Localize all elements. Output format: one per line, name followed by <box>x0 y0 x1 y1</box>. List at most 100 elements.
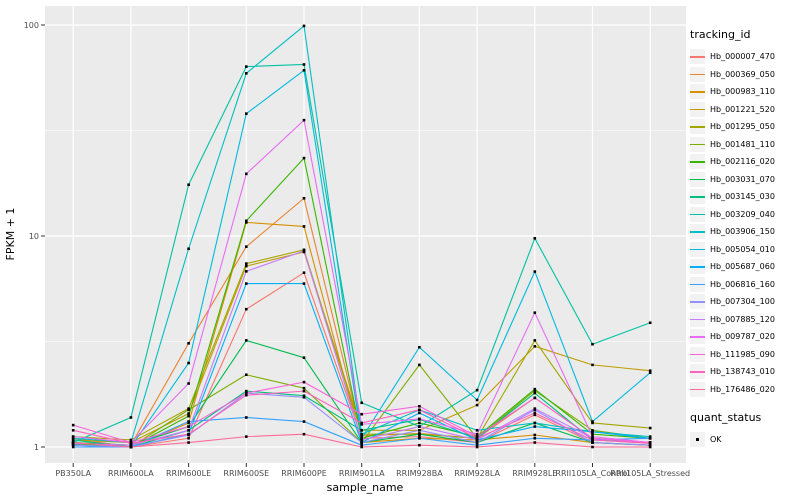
line-swatch-icon <box>690 143 705 146</box>
data-point <box>533 436 537 440</box>
legend-key <box>690 206 705 222</box>
legend-quant-status: quant_status OK <box>690 411 800 449</box>
data-point <box>418 435 421 438</box>
data-point <box>129 442 133 445</box>
legend-item-Hb_003906_150: Hb_003906_150 <box>690 223 800 241</box>
data-point <box>302 380 306 384</box>
data-point <box>360 401 363 405</box>
data-point <box>245 65 248 68</box>
legend-item-label: Hb_001221_520 <box>710 104 775 114</box>
data-point <box>591 432 594 436</box>
line-swatch-icon <box>690 196 705 198</box>
data-point <box>302 118 306 122</box>
data-point <box>418 428 421 432</box>
legend-key <box>690 259 705 275</box>
data-point <box>418 432 421 436</box>
line-swatch-icon <box>690 73 705 76</box>
legend-item-label: Hb_138743_010 <box>710 367 775 377</box>
legend-item-Hb_003031_070: Hb_003031_070 <box>690 171 800 189</box>
data-point <box>245 391 248 395</box>
data-point <box>475 438 479 442</box>
data-point <box>418 417 421 421</box>
legend-key <box>690 311 705 327</box>
data-point <box>302 196 306 200</box>
data-point <box>187 420 190 423</box>
data-point <box>71 428 75 432</box>
data-point <box>245 373 248 377</box>
x-tick-label: PB350LA <box>55 469 91 478</box>
x-tick-label: RRIM928BA <box>396 469 443 478</box>
data-point <box>648 369 652 372</box>
line-swatch-icon <box>690 231 705 233</box>
line-swatch-icon <box>690 213 705 216</box>
data-point <box>591 428 594 432</box>
x-tick-label: RRIM901LA <box>339 469 385 478</box>
legend-item-Hb_005054_010: Hb_005054_010 <box>690 241 800 259</box>
data-point <box>591 435 594 438</box>
data-point <box>418 425 421 428</box>
data-point <box>475 435 479 438</box>
data-point <box>187 412 190 415</box>
data-point <box>360 441 363 444</box>
data-point <box>360 421 363 425</box>
legend-item-Hb_000007_470: Hb_000007_470 <box>690 48 800 66</box>
data-point <box>475 403 479 407</box>
legend-item-Hb_005687_060: Hb_005687_060 <box>690 258 800 276</box>
legend-key <box>690 276 705 292</box>
legend-item-Hb_009787_020: Hb_009787_020 <box>690 328 800 346</box>
data-point <box>360 443 363 447</box>
data-point <box>533 387 537 391</box>
legend-item-Hb_111985_090: Hb_111985_090 <box>690 346 800 364</box>
data-point <box>648 321 652 325</box>
data-point <box>245 262 248 265</box>
line-swatch-icon <box>690 353 705 356</box>
data-point <box>302 249 306 253</box>
data-point <box>302 432 306 436</box>
data-point <box>648 426 652 430</box>
data-point <box>418 408 421 412</box>
line-swatch-icon <box>690 178 705 181</box>
data-point <box>129 416 133 419</box>
x-tick-label: RRIM928LE <box>512 469 557 478</box>
data-point <box>302 68 306 72</box>
data-point <box>245 172 248 176</box>
legend-item-label: Hb_005054_010 <box>710 244 775 254</box>
data-point <box>245 112 248 115</box>
data-point <box>302 420 306 423</box>
data-point <box>71 441 75 444</box>
data-points <box>71 24 652 449</box>
data-point <box>187 183 190 187</box>
line-swatch-icon <box>690 56 705 58</box>
data-point <box>360 423 363 426</box>
y-tick-label: 10 <box>29 232 39 241</box>
legend-item-Hb_000369_050: Hb_000369_050 <box>690 66 800 84</box>
data-point <box>302 394 306 398</box>
data-point <box>245 270 248 273</box>
legend-key <box>690 66 705 82</box>
data-point <box>475 441 479 444</box>
data-point <box>648 443 652 447</box>
data-point <box>475 445 479 449</box>
data-point <box>418 436 421 440</box>
data-point <box>302 156 306 160</box>
data-point <box>648 435 652 438</box>
legend-key <box>690 171 705 187</box>
data-point <box>648 445 652 449</box>
data-point <box>245 307 248 311</box>
legend-key <box>690 241 705 257</box>
data-point <box>533 425 537 428</box>
legend-item-Hb_000983_110: Hb_000983_110 <box>690 83 800 101</box>
data-point <box>648 371 652 374</box>
legend-item-Hb_138743_010: Hb_138743_010 <box>690 363 800 381</box>
legend-item-label: Hb_003031_070 <box>710 174 775 184</box>
legend-key <box>690 329 705 345</box>
data-point <box>591 445 594 449</box>
data-point <box>591 438 594 442</box>
data-point <box>533 396 537 400</box>
panel-background <box>45 6 686 463</box>
x-tick-label: RRIM600LE <box>166 469 211 478</box>
data-point <box>71 443 75 447</box>
data-point <box>533 237 537 240</box>
x-axis-title: sample_name <box>327 481 404 494</box>
